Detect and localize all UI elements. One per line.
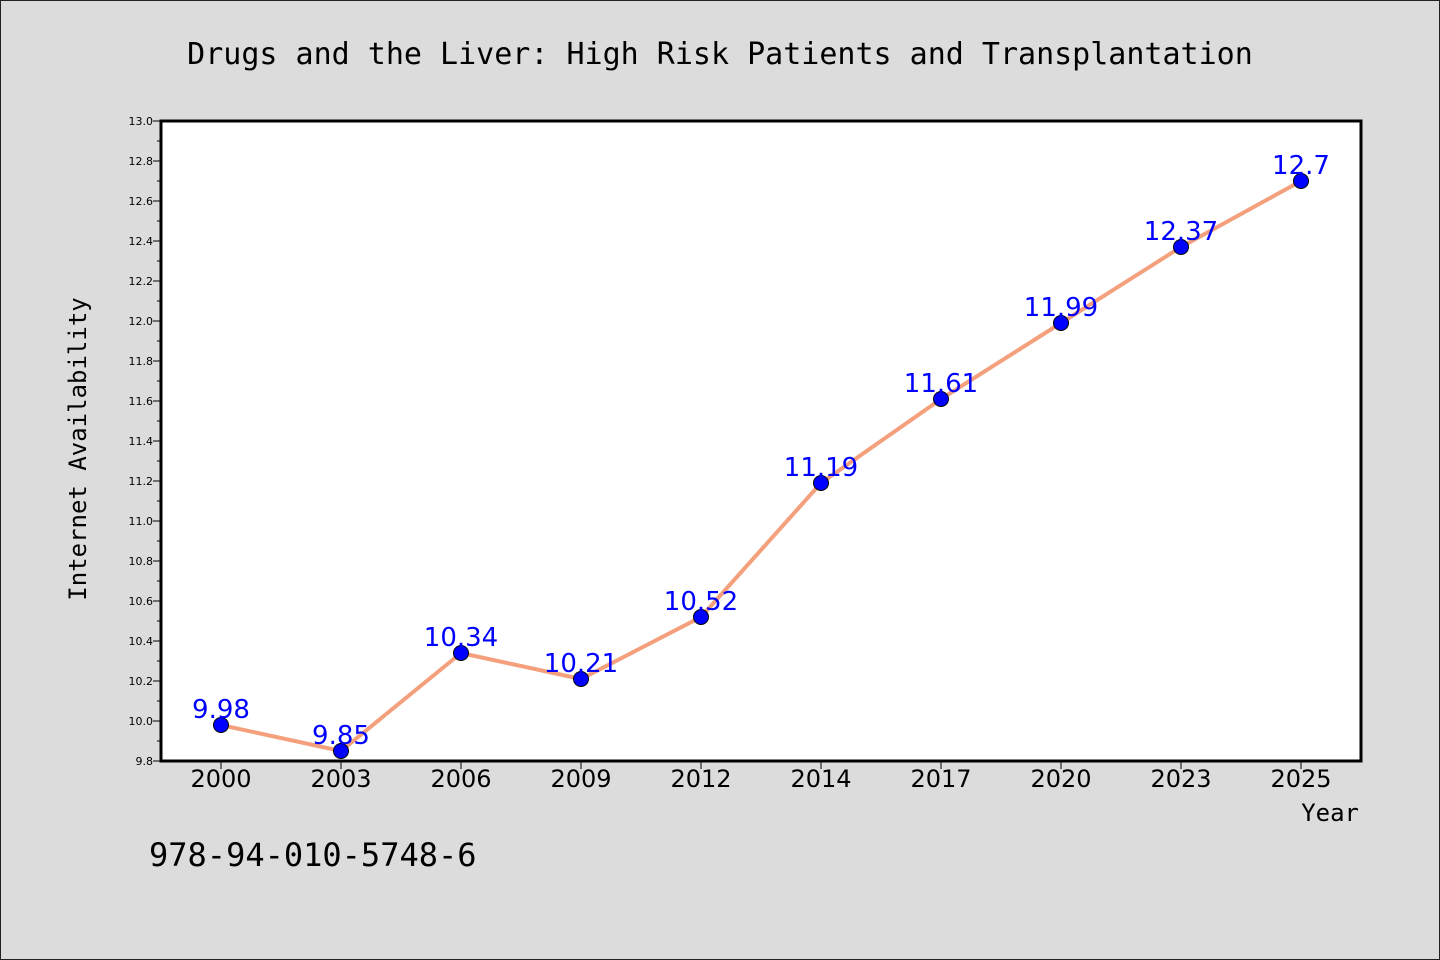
data-point	[1053, 315, 1069, 331]
y-tick-label: 11.8	[129, 355, 154, 368]
data-label: 11.99	[1024, 293, 1098, 323]
y-tick-label: 9.8	[136, 755, 154, 768]
data-label: 10.52	[664, 587, 738, 617]
data-point	[453, 645, 469, 661]
data-label: 10.34	[424, 623, 498, 653]
data-label: 12.37	[1144, 217, 1218, 247]
data-point	[1173, 239, 1189, 255]
y-tick-label: 10.6	[129, 595, 154, 608]
y-axis: 9.8 10.0 10.2 10.4 10.6 10.8 11.0 11.2 11.4 11.6 1…	[129, 115, 161, 768]
y-tick-label: 12.8	[129, 155, 154, 168]
data-point	[693, 609, 709, 625]
x-tick-label: 2020	[1030, 765, 1091, 793]
data-point	[213, 717, 229, 733]
series-line	[220, 179, 1302, 753]
y-tick-label: 10.0	[129, 715, 154, 728]
x-tick-label: 2009	[550, 765, 611, 793]
data-point	[1293, 173, 1309, 189]
data-label: 12.7	[1272, 151, 1330, 181]
x-tick-label: 2000	[190, 765, 251, 793]
x-axis-label: Year	[1301, 799, 1359, 827]
x-tick-label: 2025	[1270, 765, 1331, 793]
plot-area	[161, 121, 1361, 761]
chart-title: Drugs and the Liver: High Risk Patients …	[187, 37, 1253, 72]
data-label: 9.85	[312, 721, 370, 751]
data-point	[573, 671, 589, 687]
y-tick-label: 10.4	[129, 635, 154, 648]
x-tick-label: 2017	[910, 765, 971, 793]
data-label: 9.98	[192, 695, 250, 725]
y-tick-label: 10.2	[129, 675, 154, 688]
y-tick-label: 12.4	[129, 235, 154, 248]
x-tick-label: 2014	[790, 765, 851, 793]
y-tick-label: 11.4	[129, 435, 154, 448]
data-label: 10.21	[544, 649, 618, 679]
data-label: 11.61	[904, 369, 978, 399]
plot-frame	[159, 119, 1363, 763]
y-tick-label: 11.0	[129, 515, 154, 528]
y-tick-label: 10.8	[129, 555, 154, 568]
x-tick-label: 2003	[310, 765, 371, 793]
y-axis-label: Internet Availability	[64, 297, 92, 600]
y-tick-label: 11.6	[129, 395, 154, 408]
y-tick-label: 12.2	[129, 275, 154, 288]
x-tick-label: 2012	[670, 765, 731, 793]
x-tick-label: 2023	[1150, 765, 1211, 793]
data-point	[333, 743, 349, 759]
y-tick-label: 11.2	[129, 475, 154, 488]
data-label: 11.19	[784, 453, 858, 483]
data-labels: 9.98 9.85 10.34 10.21 10.52 11.19 11.61 11.99 12…	[192, 151, 1330, 751]
x-axis: 2000 2003 2006 2009 2012 2014 2017 2020 2023 2025	[190, 761, 1332, 793]
data-point	[813, 475, 829, 491]
y-tick-label: 12.0	[129, 315, 154, 328]
data-point	[933, 391, 949, 407]
isbn-text: 978-94-010-5748-6	[149, 836, 477, 874]
y-tick-label: 13.0	[129, 115, 154, 128]
y-tick-label: 12.6	[129, 195, 154, 208]
x-tick-label: 2006	[430, 765, 491, 793]
data-points	[213, 173, 1309, 759]
